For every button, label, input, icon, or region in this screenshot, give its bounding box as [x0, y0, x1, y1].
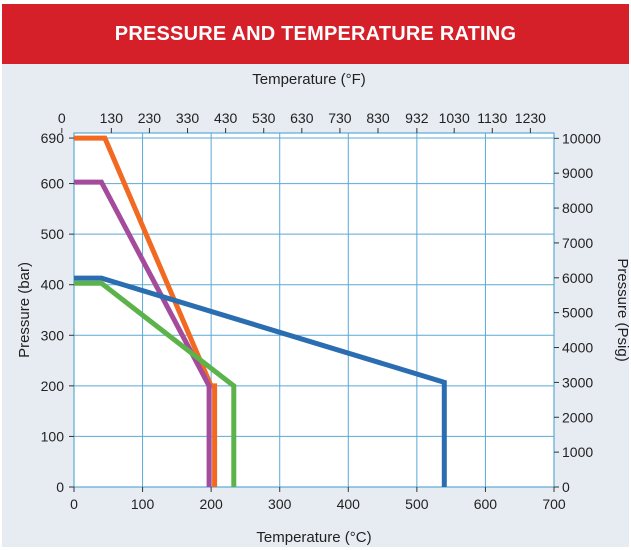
y2-tick-label: 0	[562, 479, 570, 495]
y-axis-title: Pressure (bar)	[16, 262, 33, 358]
x-tick-label: 300	[268, 496, 292, 512]
y-tick-label: 300	[41, 327, 65, 343]
x-tick-label: 100	[131, 496, 155, 512]
y2-tick-label: 1000	[562, 444, 593, 460]
x2-tick-label: 430	[214, 110, 238, 126]
pressure-temperature-chart: 0 100 200 300 400 500 600 7000 130 230 330 430 530 63…	[16, 71, 629, 546]
x-tick-label: 200	[199, 496, 223, 512]
y-tick-label: 500	[41, 226, 65, 242]
y2-axis-title: Pressure (Psig)	[614, 258, 629, 361]
y-tick-label: 400	[41, 277, 65, 293]
x2-tick-label: 530	[252, 110, 276, 126]
x2-tick-label: 1230	[515, 110, 546, 126]
y2-tick-label: 8000	[562, 200, 593, 216]
x-tick-label: 0	[70, 496, 78, 512]
y-tick-label: 0	[56, 479, 64, 495]
x2-tick-label: 932	[405, 110, 429, 126]
purple-rating-line	[74, 179, 212, 487]
y2-tick-label: 5000	[562, 305, 593, 321]
x2-tick-label: 130	[100, 110, 124, 126]
y-tick-label: 690	[41, 130, 65, 146]
x-tick-label: 700	[542, 496, 566, 512]
x2-tick-label: 0	[58, 110, 66, 126]
x2-tick-label: 330	[176, 110, 200, 126]
y2-tick-label: 4000	[562, 340, 593, 356]
x2-axis-title: Temperature (°F)	[252, 71, 366, 88]
y-tick-label: 100	[41, 428, 65, 444]
y2-tick-label: 6000	[562, 270, 593, 286]
x2-tick-label: 730	[328, 110, 352, 126]
x2-tick-label: 1030	[439, 110, 470, 126]
x2-tick-label: 830	[366, 110, 390, 126]
chart-title-banner: PRESSURE AND TEMPERATURE RATING	[2, 4, 629, 64]
y2-tick-label: 2000	[562, 409, 593, 425]
x2-tick-label: 230	[138, 110, 162, 126]
y2-tick-label: 9000	[562, 165, 593, 181]
chart-panel: PRESSURE AND TEMPERATURE RATING 0 100 200 3…	[2, 4, 629, 547]
x-tick-label: 400	[337, 496, 361, 512]
x-tick-label: 500	[405, 496, 429, 512]
x-tick-label: 600	[474, 496, 498, 512]
y2-tick-label: 7000	[562, 235, 593, 251]
y2-tick-label: 3000	[562, 374, 593, 390]
x2-tick-label: 1130	[477, 110, 507, 126]
y-tick-label: 600	[41, 176, 65, 192]
y2-tick-label: 10000	[562, 130, 601, 146]
plot-area	[74, 133, 554, 487]
y-tick-label: 200	[41, 378, 65, 394]
x2-tick-label: 630	[290, 110, 314, 126]
x-axis-title: Temperature (°C)	[256, 529, 371, 546]
plot-border	[73, 132, 555, 488]
blue-rating-line	[74, 275, 447, 487]
green-rating-line	[74, 280, 237, 487]
